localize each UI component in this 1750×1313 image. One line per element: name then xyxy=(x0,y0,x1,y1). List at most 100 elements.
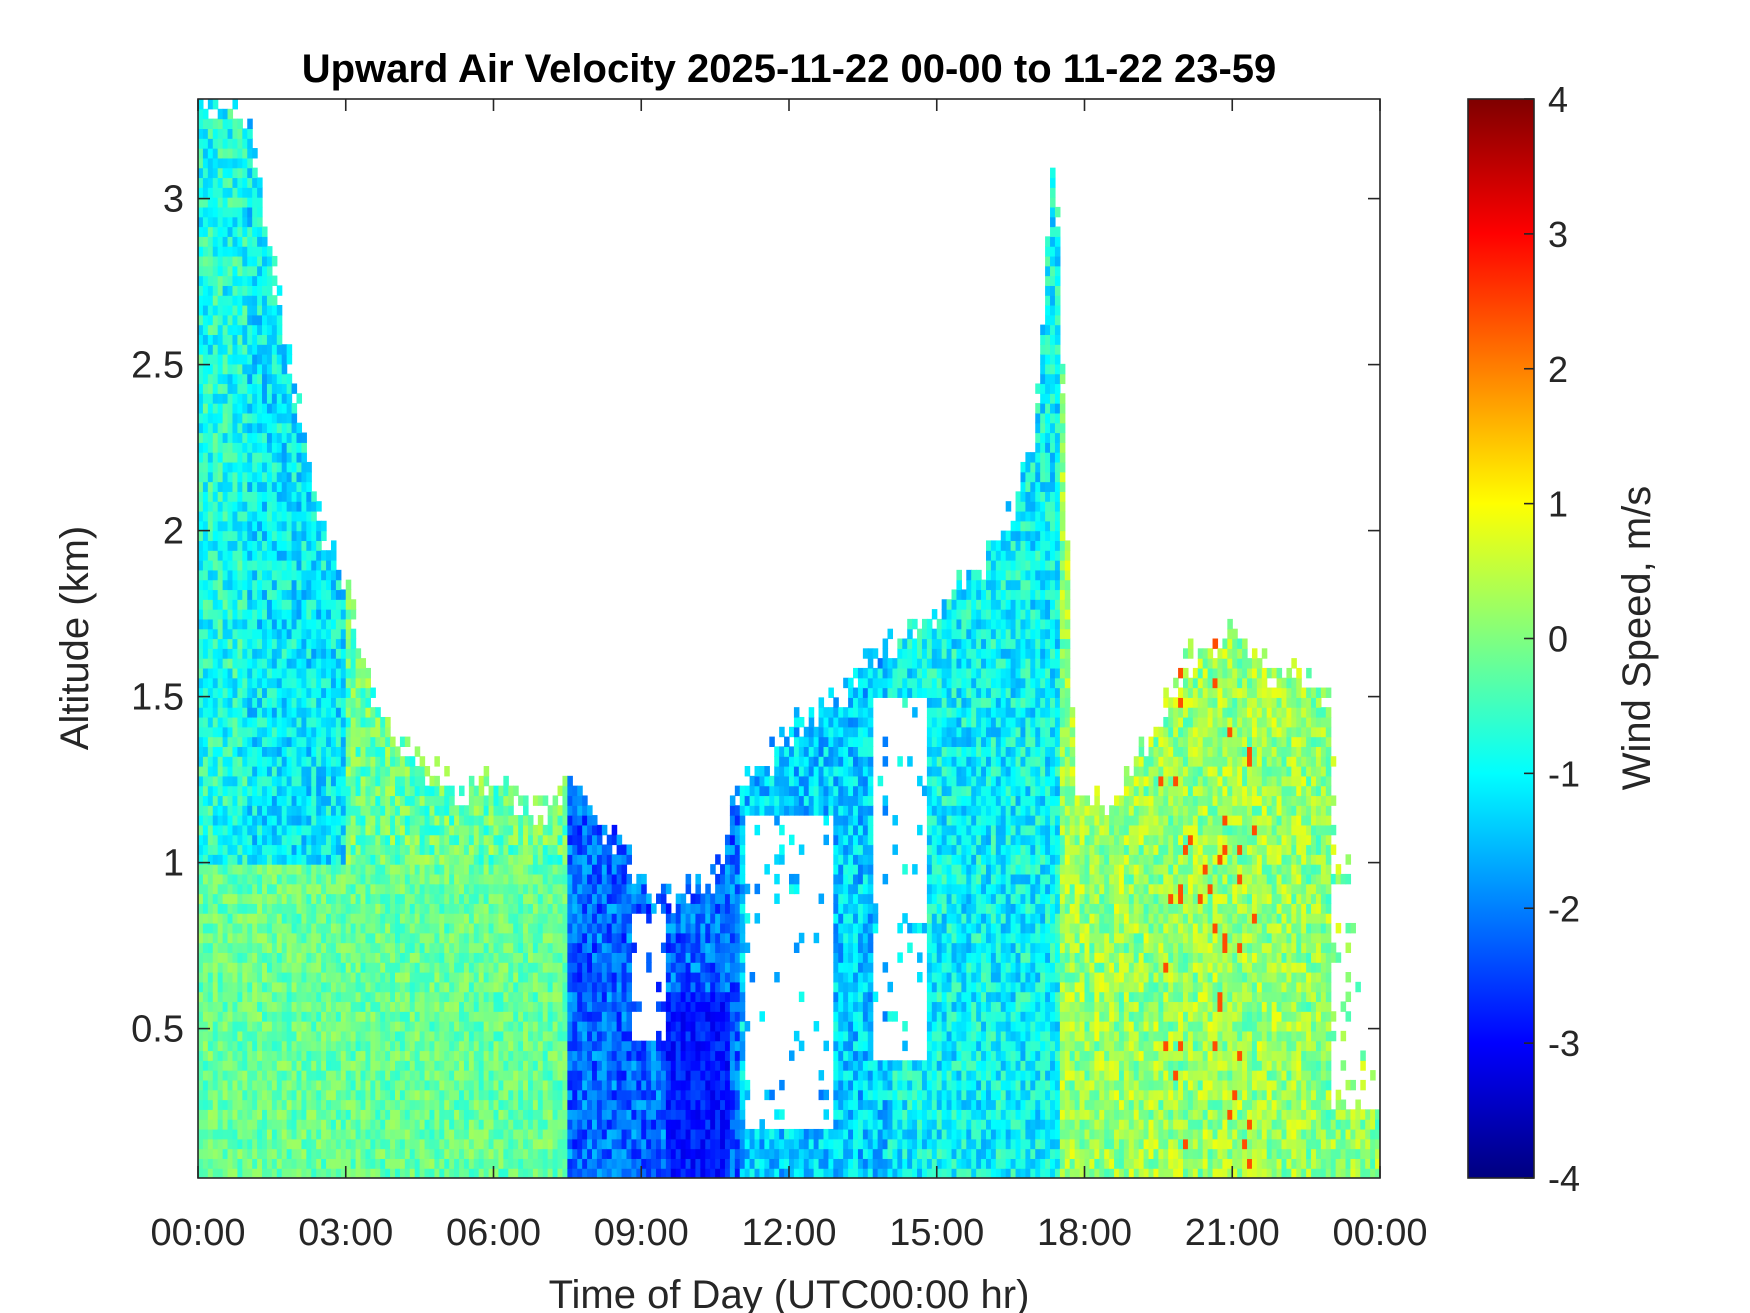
heatmap-cell xyxy=(257,383,263,394)
heatmap-cell xyxy=(247,707,253,718)
heatmap-cell xyxy=(198,1050,204,1061)
heatmap-cell xyxy=(266,795,273,806)
heatmap-cell xyxy=(355,1079,362,1091)
heatmap-cell xyxy=(286,638,293,649)
heatmap-cell xyxy=(257,599,263,610)
heatmap-cell xyxy=(498,932,504,944)
heatmap-cell xyxy=(395,805,401,816)
heatmap-cell xyxy=(321,1089,327,1101)
heatmap-cell xyxy=(601,893,608,904)
heatmap-cell xyxy=(360,746,367,757)
heatmap-cell xyxy=(498,883,504,895)
heatmap-cell xyxy=(222,1138,229,1150)
heatmap-cell xyxy=(296,746,303,757)
heatmap-cell xyxy=(365,932,371,944)
heatmap-cell xyxy=(395,785,401,797)
heatmap-cell xyxy=(572,873,578,885)
heatmap-cell xyxy=(227,677,234,689)
heatmap-cell xyxy=(271,932,278,944)
heatmap-cell xyxy=(286,834,293,846)
heatmap-cell xyxy=(257,481,263,492)
heatmap-cell xyxy=(601,844,608,855)
heatmap-cell xyxy=(286,854,293,865)
heatmap-cell xyxy=(557,1119,564,1130)
heatmap-cell xyxy=(385,1168,391,1178)
heatmap-cell xyxy=(227,981,234,993)
heatmap-cell xyxy=(611,1148,618,1159)
heatmap-cell xyxy=(227,1021,234,1032)
heatmap-cell xyxy=(198,648,204,659)
heatmap-cell xyxy=(222,510,229,522)
heatmap-cell xyxy=(582,1128,588,1140)
heatmap-cell xyxy=(330,1148,337,1159)
heatmap-cell xyxy=(266,275,273,286)
heatmap-cell xyxy=(419,883,426,895)
heatmap-cell xyxy=(478,1070,485,1081)
heatmap-cell xyxy=(552,805,559,816)
heatmap-cell xyxy=(557,1109,564,1120)
heatmap-cell xyxy=(596,1148,603,1159)
heatmap-cell xyxy=(606,981,613,993)
heatmap-cell xyxy=(232,452,238,463)
heatmap-cell xyxy=(291,481,298,492)
heatmap-cell xyxy=(567,932,573,944)
heatmap-cell xyxy=(360,1109,367,1120)
heatmap-cell xyxy=(360,1119,367,1130)
heatmap-cell xyxy=(399,991,406,1003)
heatmap-cell xyxy=(552,1060,559,1071)
heatmap-cell xyxy=(311,716,317,728)
heatmap-cell xyxy=(463,1119,470,1130)
heatmap-cell xyxy=(266,1158,273,1169)
heatmap-cell xyxy=(276,775,283,787)
heatmap-cell xyxy=(488,932,495,944)
heatmap-cell xyxy=(271,295,278,306)
heatmap-cell xyxy=(257,913,263,924)
heatmap-cell xyxy=(547,981,554,993)
heatmap-cell xyxy=(232,805,238,816)
heatmap-cell xyxy=(301,942,307,953)
heatmap-cell xyxy=(306,844,312,855)
heatmap-cell xyxy=(247,746,253,757)
heatmap-cell xyxy=(380,766,386,777)
heatmap-cell xyxy=(518,1021,524,1032)
heatmap-cell xyxy=(577,815,583,826)
heatmap-cell xyxy=(355,981,362,993)
heatmap-cell xyxy=(335,1070,342,1081)
heatmap-cell xyxy=(488,805,495,816)
heatmap-cell xyxy=(330,815,337,826)
heatmap-cell xyxy=(257,962,263,973)
heatmap-cell xyxy=(237,491,243,502)
heatmap-cell xyxy=(207,1148,214,1159)
heatmap-cell xyxy=(552,815,559,826)
heatmap-cell xyxy=(207,883,214,895)
heatmap-cell xyxy=(459,1079,465,1091)
heatmap-cell xyxy=(577,844,583,855)
heatmap-cell xyxy=(596,922,603,934)
heatmap-cell xyxy=(473,903,480,914)
heatmap-cell xyxy=(493,883,500,895)
heatmap-cell xyxy=(311,677,317,689)
heatmap-cell xyxy=(365,1011,371,1022)
heatmap-cell xyxy=(424,864,431,875)
heatmap-cell xyxy=(291,1079,298,1091)
heatmap-cell xyxy=(503,913,509,924)
heatmap-cell xyxy=(212,393,219,404)
heatmap-cell xyxy=(296,795,303,806)
heatmap-cell xyxy=(454,805,460,816)
heatmap-cell xyxy=(242,452,248,463)
heatmap-cell xyxy=(242,1168,248,1178)
heatmap-cell xyxy=(439,785,445,797)
heatmap-cell xyxy=(454,1128,460,1140)
heatmap-cell xyxy=(306,707,312,718)
heatmap-cell xyxy=(286,1168,293,1178)
heatmap-cell xyxy=(439,824,445,836)
heatmap-cell xyxy=(542,1119,549,1130)
heatmap-cell xyxy=(527,1148,534,1159)
heatmap-cell xyxy=(222,304,229,316)
heatmap-cell xyxy=(212,736,219,747)
heatmap-cell xyxy=(207,716,214,728)
heatmap-cell xyxy=(493,1109,500,1120)
heatmap-cell xyxy=(321,1011,327,1022)
heatmap-cell xyxy=(350,1099,357,1110)
heatmap-cell xyxy=(262,736,268,747)
